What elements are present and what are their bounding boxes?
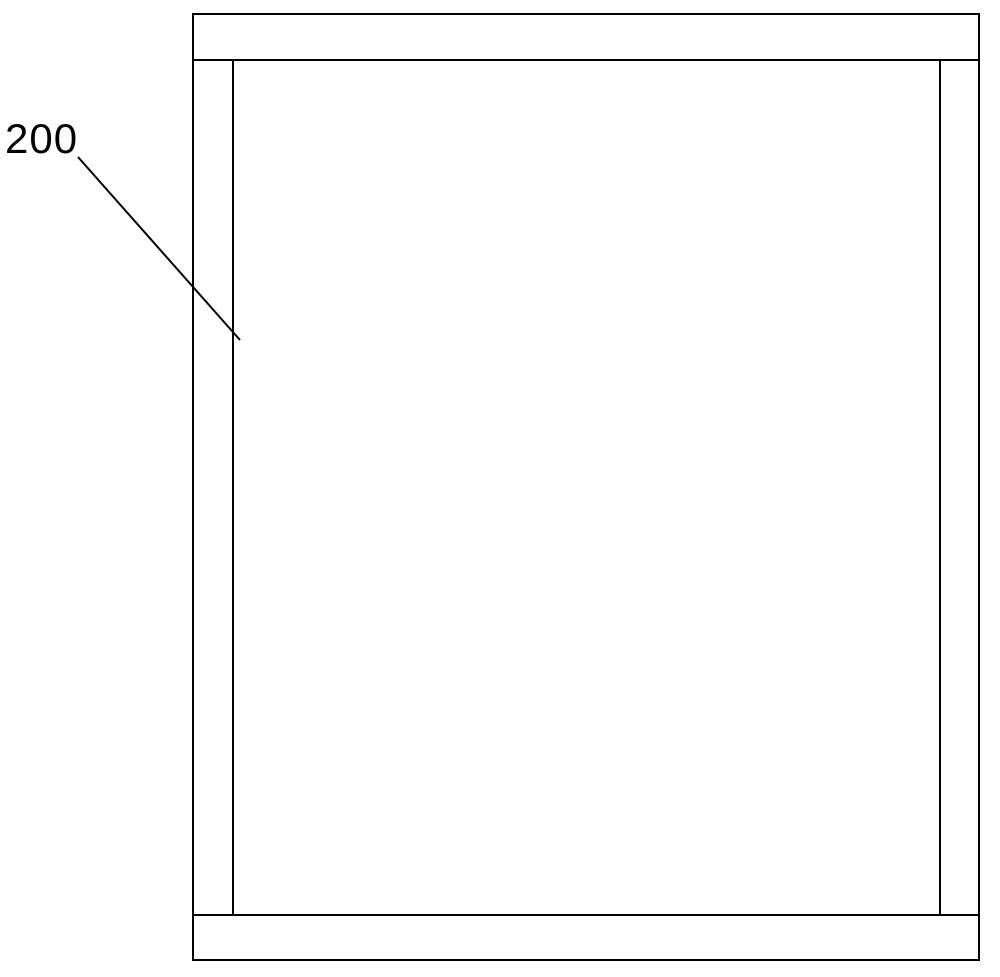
outer-frame — [193, 14, 979, 960]
technical-diagram: 200 — [0, 0, 1000, 972]
diagram-svg — [0, 0, 1000, 972]
part-label-200: 200 — [5, 115, 78, 163]
leader-line — [78, 157, 240, 340]
